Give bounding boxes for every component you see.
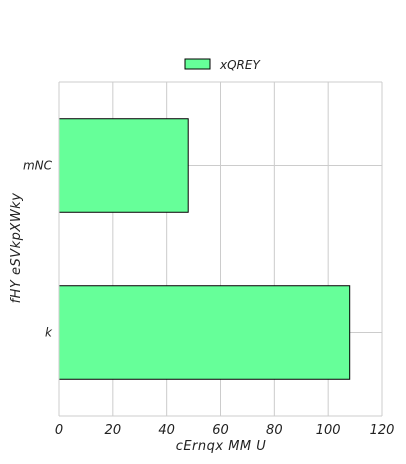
x-tick-label: 80 <box>266 423 283 438</box>
y-axis-title: fHY eSVkpXWky <box>9 193 24 304</box>
legend: xQREY <box>184 58 261 72</box>
x-tick-label: 20 <box>105 423 122 438</box>
legend-label: xQREY <box>219 58 261 72</box>
category-labels: mNC k <box>23 159 53 340</box>
category-label: mNC <box>23 159 53 173</box>
legend-swatch <box>184 58 211 70</box>
bars <box>58 82 351 416</box>
x-tick-label: 0 <box>55 423 63 438</box>
category-label: k <box>45 326 53 340</box>
x-tick-label: 100 <box>316 423 341 438</box>
x-axis-title: cErnqx MM U <box>176 439 267 454</box>
bar-k <box>58 285 351 380</box>
x-tick-label: 60 <box>212 423 229 438</box>
x-tick-labels: 0 20 40 60 80 100 120 <box>55 423 395 438</box>
bar-mNC <box>58 118 189 213</box>
x-tick-label: 40 <box>158 423 175 438</box>
x-tick-label: 120 <box>370 423 395 438</box>
